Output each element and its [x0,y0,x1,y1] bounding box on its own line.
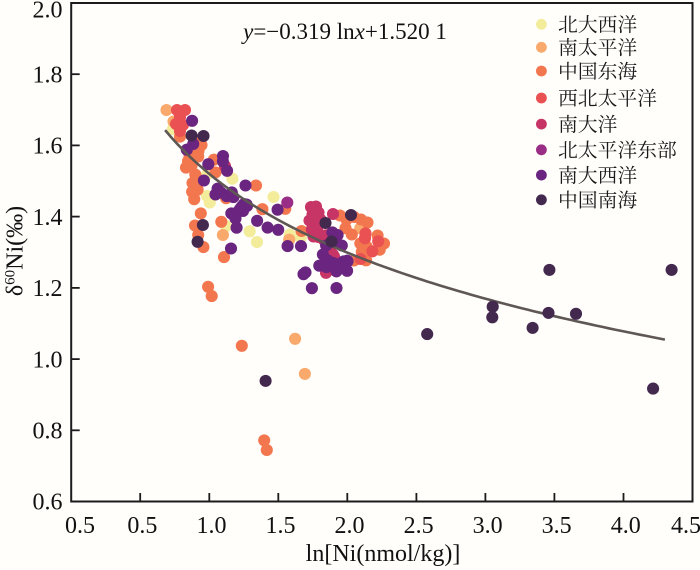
svg-text:y=−0.319 lnx+1.520 1: y=−0.319 lnx+1.520 1 [241,19,447,44]
svg-text:1.2: 1.2 [33,276,63,302]
svg-text:2.0: 2.0 [33,0,63,24]
svg-text:3.0: 3.0 [473,513,503,539]
svg-text:0.5: 0.5 [65,513,95,539]
svg-text:4.5: 4.5 [671,513,700,539]
svg-text:1.6: 1.6 [33,134,63,160]
svg-text:1.8: 1.8 [33,62,63,88]
svg-text:4.0: 4.0 [611,513,641,539]
svg-text:2.0: 2.0 [335,513,365,539]
svg-text:0.6: 0.6 [33,490,63,516]
svg-text:0.8: 0.8 [33,419,63,445]
svg-text:0.5: 0.5 [127,513,157,539]
svg-text:1.5: 1.5 [266,513,296,539]
svg-text:3.5: 3.5 [542,513,572,539]
svg-text:1.0: 1.0 [197,513,227,539]
svg-text:ln[Ni(nmol/kg)]: ln[Ni(nmol/kg)] [306,541,461,567]
svg-text:1.4: 1.4 [33,205,63,231]
svg-text:1.0: 1.0 [33,347,63,373]
svg-text:2.5: 2.5 [404,513,434,539]
